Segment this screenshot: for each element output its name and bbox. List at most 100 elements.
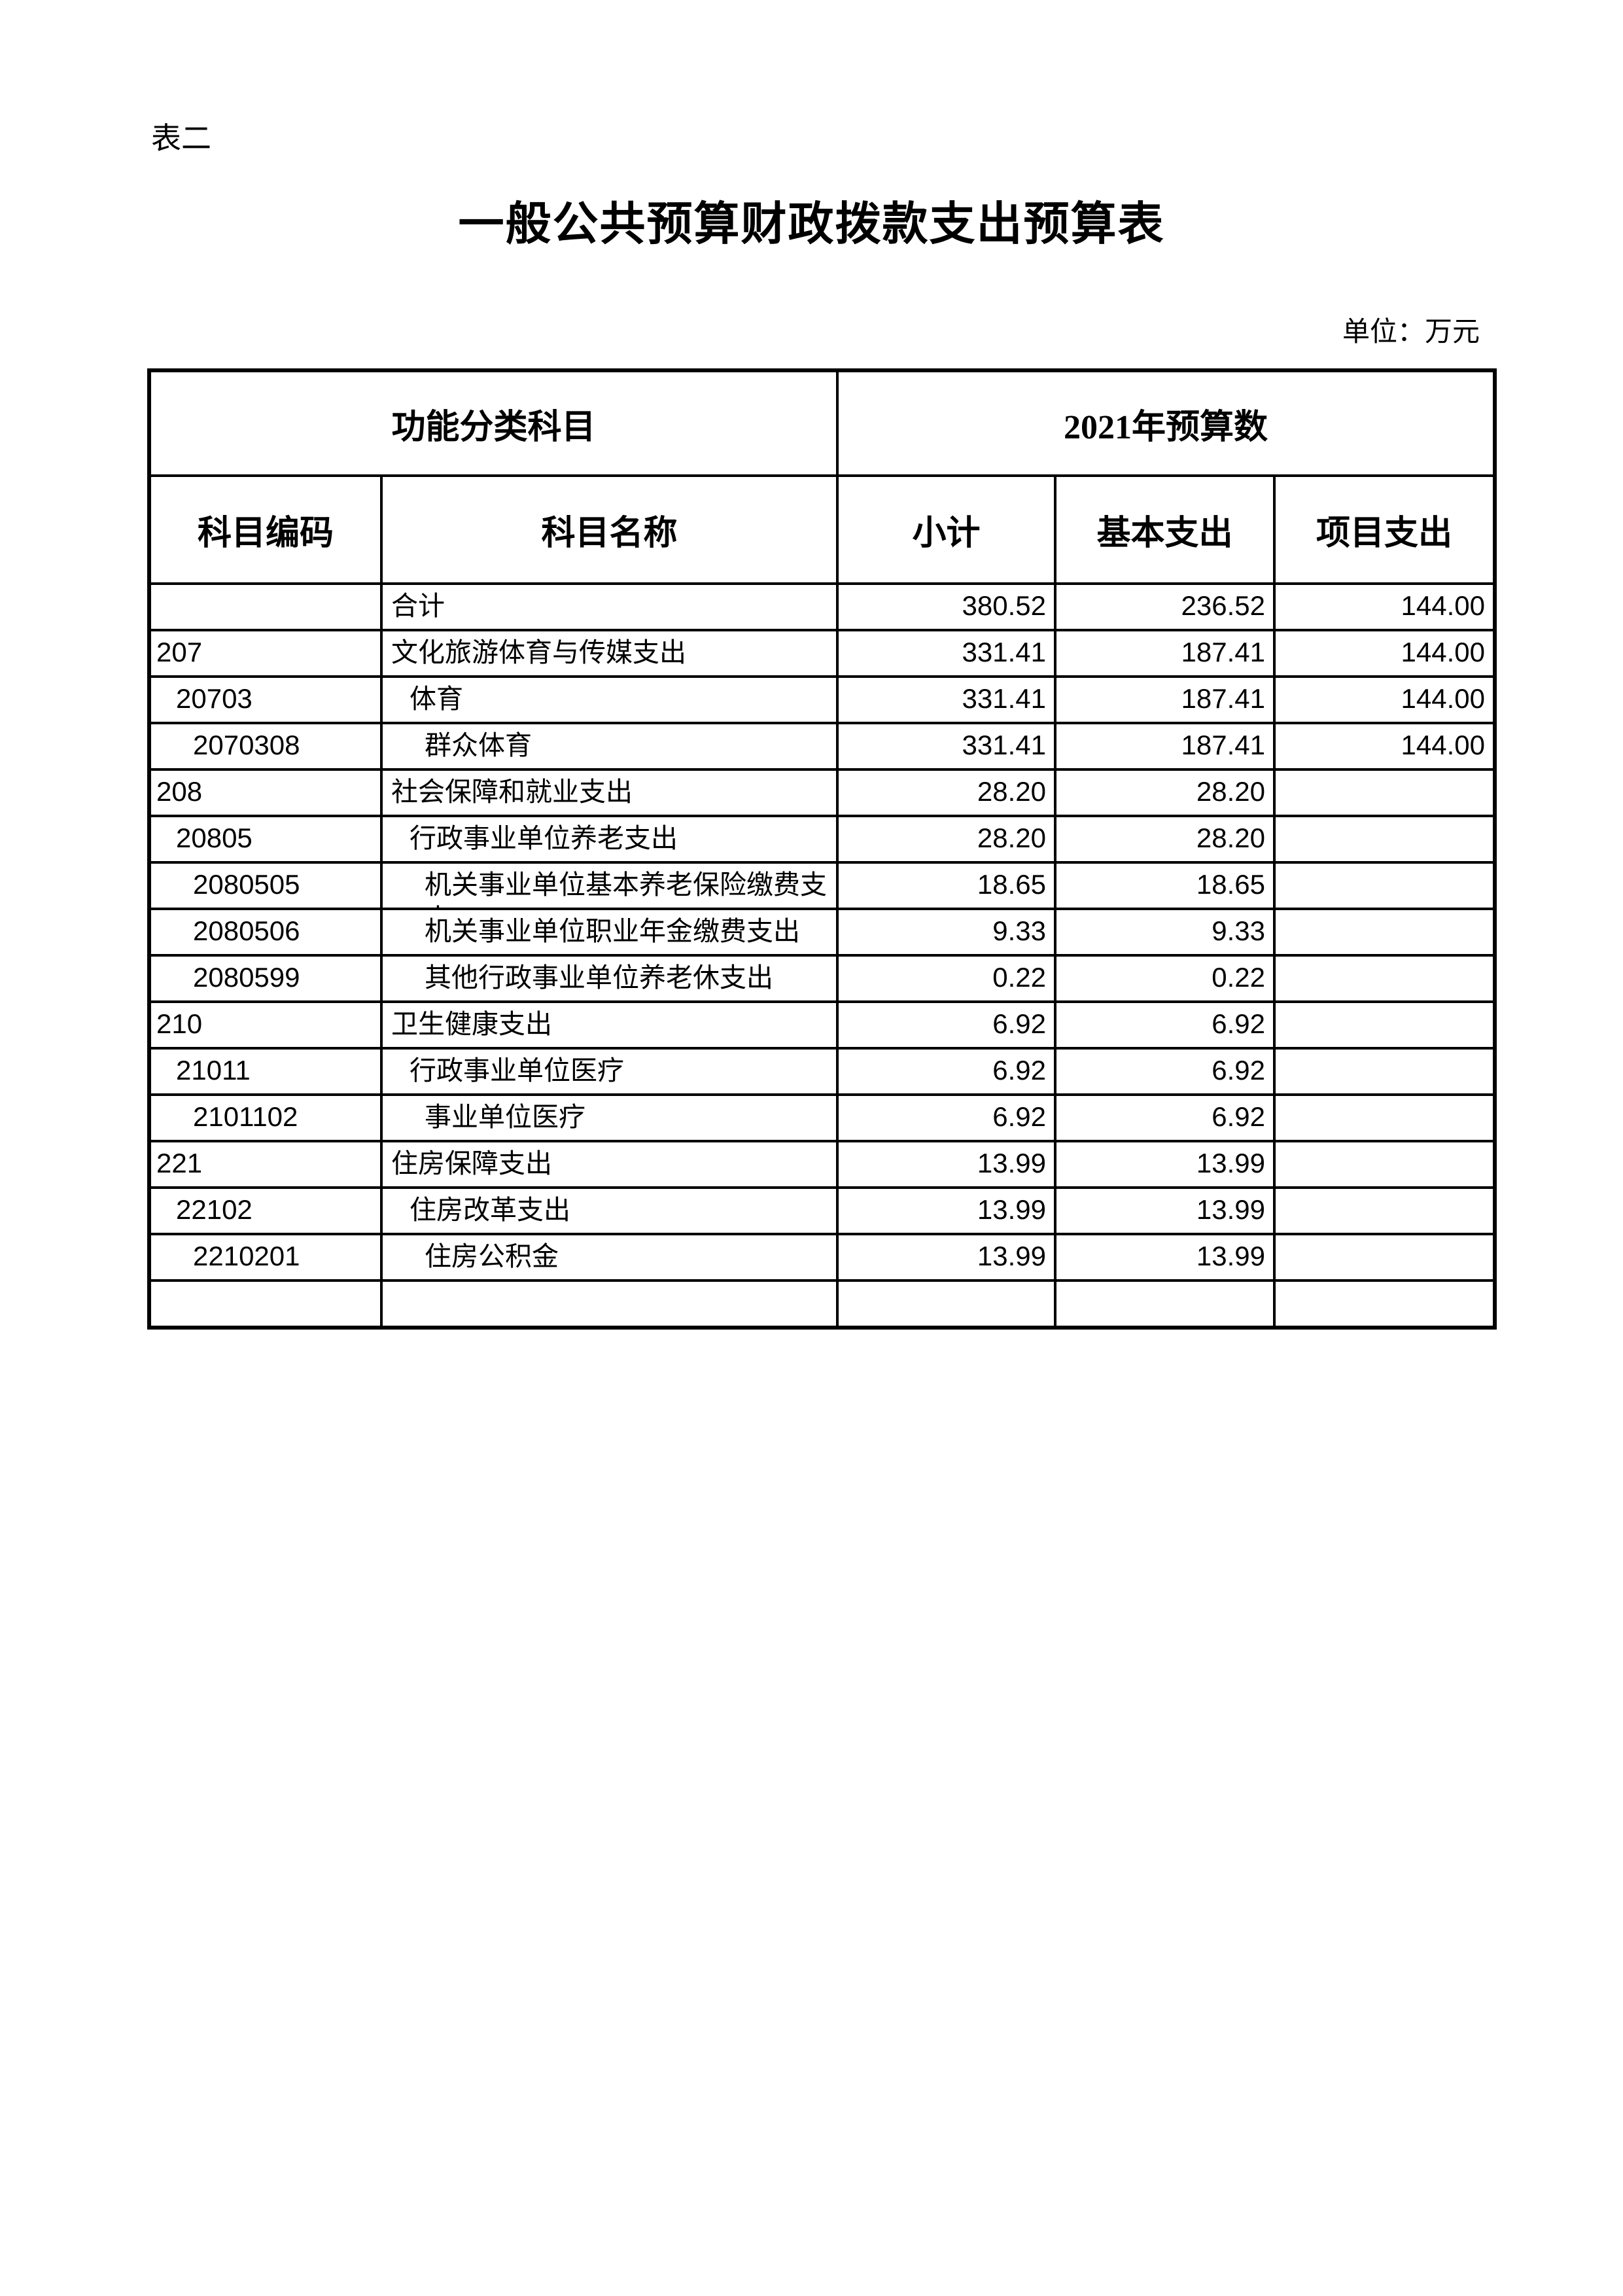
basic-expense-cell <box>1054 1279 1276 1329</box>
code-cell: 2101102 <box>148 1093 383 1142</box>
table-number-label: 表二 <box>151 122 211 155</box>
unit-note: 单位：万元 <box>1342 317 1480 347</box>
table-row: 208 社会保障和就业支出 28.20 28.20 <box>148 768 1497 817</box>
subtotal-cell: 0.22 <box>836 954 1057 1003</box>
basic-expense-cell: 18.65 <box>1054 861 1276 910</box>
code-cell: 208 <box>148 768 383 817</box>
subtotal-cell: 28.20 <box>836 768 1057 817</box>
code-cell: 2070308 <box>148 722 383 771</box>
table-row: 22102 住房改革支出 13.99 13.99 <box>148 1186 1497 1235</box>
name-cell: 文化旅游体育与传媒支出 <box>379 629 839 678</box>
subtotal-cell: 9.33 <box>836 908 1057 957</box>
table-row: 210 卫生健康支出 6.92 6.92 <box>148 1000 1497 1050</box>
subtotal-cell: 6.92 <box>836 1000 1057 1050</box>
subtotal-cell: 331.41 <box>836 675 1057 724</box>
name-cell: 群众体育 <box>379 722 839 771</box>
name-cell: 社会保障和就业支出 <box>379 768 839 817</box>
name-cell <box>379 1279 839 1329</box>
subtotal-cell: 28.20 <box>836 815 1057 864</box>
basic-expense-cell: 6.92 <box>1054 1093 1276 1142</box>
header-function-category: 功能分类科目 <box>147 369 839 477</box>
column-header-basic: 基本支出 <box>1054 474 1276 585</box>
project-expense-cell <box>1273 908 1497 957</box>
table-row: 2080599 其他行政事业单位养老休支出 0.22 0.22 <box>148 954 1497 1003</box>
code-cell: 210 <box>148 1000 383 1050</box>
name-cell: 体育 <box>379 675 839 724</box>
basic-expense-cell: 6.92 <box>1054 1000 1276 1050</box>
basic-expense-cell: 13.99 <box>1054 1140 1276 1189</box>
table-header: 功能分类科目 2021年预算数 科目编码 科目名称 小计 基本支出 项目支出 <box>147 369 1497 585</box>
basic-expense-cell: 13.99 <box>1054 1233 1276 1282</box>
project-expense-cell: 144.00 <box>1273 582 1497 631</box>
code-cell: 2080506 <box>148 908 383 957</box>
table-body: 合计 380.52 236.52 144.00 207 文化旅游体育与传媒支出 … <box>148 582 1497 1329</box>
table-row: 2080506 机关事业单位职业年金缴费支出 9.33 9.33 <box>148 908 1497 957</box>
table-row: 20703 体育 331.41 187.41 144.00 <box>148 675 1497 724</box>
subtotal-cell: 380.52 <box>836 582 1057 631</box>
name-cell: 行政事业单位养老支出 <box>379 815 839 864</box>
basic-expense-cell: 0.22 <box>1054 954 1276 1003</box>
name-cell: 住房公积金 <box>379 1233 839 1282</box>
code-cell: 2080599 <box>148 954 383 1003</box>
basic-expense-cell: 28.20 <box>1054 815 1276 864</box>
code-cell: 21011 <box>148 1047 383 1096</box>
code-cell: 20703 <box>148 675 383 724</box>
basic-expense-cell: 187.41 <box>1054 675 1276 724</box>
project-expense-cell <box>1273 1186 1497 1235</box>
column-header-code: 科目编码 <box>148 474 383 585</box>
name-cell: 其他行政事业单位养老休支出 <box>379 954 839 1003</box>
page-title: 一般公共预算财政拨款支出预算表 <box>458 200 1165 250</box>
table-row: 21011 行政事业单位医疗 6.92 6.92 <box>148 1047 1497 1096</box>
subtotal-cell: 13.99 <box>836 1186 1057 1235</box>
code-cell <box>148 1279 383 1329</box>
name-cell: 住房改革支出 <box>379 1186 839 1235</box>
header-year-budget: 2021年预算数 <box>836 369 1497 477</box>
basic-expense-cell: 6.92 <box>1054 1047 1276 1096</box>
subtotal-cell <box>836 1279 1057 1329</box>
project-expense-cell <box>1273 1233 1497 1282</box>
subtotal-cell: 331.41 <box>836 722 1057 771</box>
name-cell: 住房保障支出 <box>379 1140 839 1189</box>
table-row: 2080505 机关事业单位基本养老保险缴费支出 18.65 18.65 <box>148 861 1497 910</box>
basic-expense-cell: 28.20 <box>1054 768 1276 817</box>
basic-expense-cell: 187.41 <box>1054 722 1276 771</box>
table-row: 20805 行政事业单位养老支出 28.20 28.20 <box>148 815 1497 864</box>
code-cell: 221 <box>148 1140 383 1189</box>
code-cell: 2080505 <box>148 861 383 910</box>
basic-expense-cell: 9.33 <box>1054 908 1276 957</box>
name-cell: 合计 <box>379 582 839 631</box>
name-cell: 行政事业单位医疗 <box>379 1047 839 1096</box>
header-columns-row: 科目编码 科目名称 小计 基本支出 项目支出 <box>148 474 1497 585</box>
subtotal-cell: 6.92 <box>836 1047 1057 1096</box>
subtotal-cell: 13.99 <box>836 1140 1057 1189</box>
table-row <box>148 1279 1497 1329</box>
project-expense-cell <box>1273 815 1497 864</box>
table-row: 221 住房保障支出 13.99 13.99 <box>148 1140 1497 1189</box>
basic-expense-cell: 187.41 <box>1054 629 1276 678</box>
name-cell: 机关事业单位职业年金缴费支出 <box>379 908 839 957</box>
name-cell: 事业单位医疗 <box>379 1093 839 1142</box>
subtotal-cell: 6.92 <box>836 1093 1057 1142</box>
project-expense-cell <box>1273 954 1497 1003</box>
code-cell: 20805 <box>148 815 383 864</box>
project-expense-cell <box>1273 1000 1497 1050</box>
code-cell: 207 <box>148 629 383 678</box>
project-expense-cell <box>1273 768 1497 817</box>
project-expense-cell <box>1273 1279 1497 1329</box>
budget-table: 功能分类科目 2021年预算数 科目编码 科目名称 小计 基本支出 项目支出 合… <box>147 368 1497 1330</box>
column-header-subtotal: 小计 <box>836 474 1057 585</box>
code-cell <box>148 582 383 631</box>
name-cell: 卫生健康支出 <box>379 1000 839 1050</box>
subtotal-cell: 18.65 <box>836 861 1057 910</box>
column-header-name: 科目名称 <box>379 474 839 585</box>
subtotal-cell: 331.41 <box>836 629 1057 678</box>
table-row: 2210201 住房公积金 13.99 13.99 <box>148 1233 1497 1282</box>
project-expense-cell: 144.00 <box>1273 722 1497 771</box>
name-cell: 机关事业单位基本养老保险缴费支出 <box>379 861 839 910</box>
project-expense-cell: 144.00 <box>1273 629 1497 678</box>
project-expense-cell <box>1273 861 1497 910</box>
project-expense-cell: 144.00 <box>1273 675 1497 724</box>
column-header-project: 项目支出 <box>1273 474 1497 585</box>
code-cell: 22102 <box>148 1186 383 1235</box>
